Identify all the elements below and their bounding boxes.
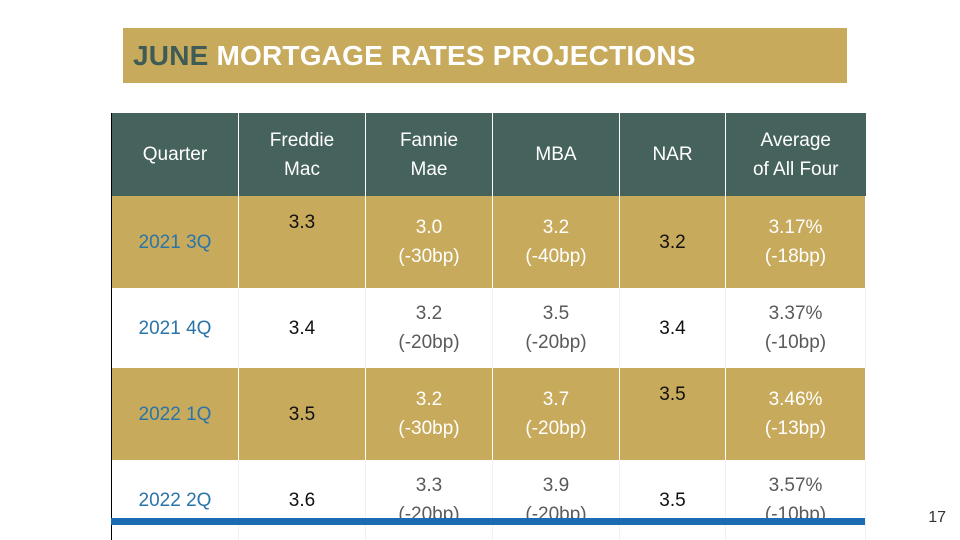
average-cell: 3.37% (-10bp) [725, 288, 866, 368]
nar-cell: 3.5 [619, 368, 726, 460]
header-average: Average of All Four [725, 113, 866, 196]
header-quarter: Quarter [111, 113, 239, 196]
projections-table: Quarter Freddie Mac Fannie Mae MBA NAR Ave… [111, 113, 866, 540]
mba-cell: 3.7 (-20bp) [492, 368, 620, 460]
table-row: 2021 3Q 3.3 3.0 (-30bp) 3.2 (-40bp) 3.2 3.… [111, 196, 866, 288]
freddie-cell: 3.4 [238, 288, 366, 368]
table-row: 2021 4Q 3.4 3.2 (-20bp) 3.5 (-20bp) 3.4 3.… [111, 288, 866, 368]
average-cell: 3.46% (-13bp) [725, 368, 866, 460]
table-header-row: Quarter Freddie Mac Fannie Mae MBA NAR Ave… [111, 113, 866, 196]
mba-cell: 3.2 (-40bp) [492, 196, 620, 288]
average-cell: 3.17% (-18bp) [725, 196, 866, 288]
nar-cell: 3.2 [619, 196, 726, 288]
table-row: 2022 2Q 3.6 3.3 (-20bp) 3.9 (-20bp) 3.5 3.… [111, 460, 866, 540]
nar-cell: 3.4 [619, 288, 726, 368]
freddie-cell: 3.5 [238, 368, 366, 460]
quarter-cell: 2022 2Q [111, 460, 239, 540]
table-row: 2022 1Q 3.5 3.2 (-30bp) 3.7 (-20bp) 3.5 3.… [111, 368, 866, 460]
freddie-cell: 3.6 [238, 460, 366, 540]
header-mba: MBA [492, 113, 620, 196]
bottom-rule [111, 518, 865, 525]
quarter-cell: 2021 4Q [111, 288, 239, 368]
title-accent: JUNE [133, 39, 209, 71]
page-number: 17 [928, 509, 946, 526]
fannie-cell: 3.3 (-20bp) [365, 460, 493, 540]
quarter-cell: 2022 1Q [111, 368, 239, 460]
nar-cell: 3.5 [619, 460, 726, 540]
title-rest: MORTGAGE RATES PROJECTIONS [208, 39, 696, 71]
quarter-cell: 2021 3Q [111, 196, 239, 288]
average-cell: 3.57% (-10bp) [725, 460, 866, 540]
header-nar: NAR [619, 113, 726, 196]
fannie-cell: 3.0 (-30bp) [365, 196, 493, 288]
header-freddie-mac: Freddie Mac [238, 113, 366, 196]
fannie-cell: 3.2 (-30bp) [365, 368, 493, 460]
fannie-cell: 3.2 (-20bp) [365, 288, 493, 368]
page-title: JUNE MORTGAGE RATES PROJECTIONS [133, 40, 696, 72]
header-fannie-mae: Fannie Mae [365, 113, 493, 196]
mba-cell: 3.9 (-20bp) [492, 460, 620, 540]
title-bar: JUNE MORTGAGE RATES PROJECTIONS [123, 28, 847, 83]
projections-table-wrap: Quarter Freddie Mac Fannie Mae MBA NAR Ave… [111, 113, 866, 540]
freddie-cell: 3.3 [238, 196, 366, 288]
mba-cell: 3.5 (-20bp) [492, 288, 620, 368]
